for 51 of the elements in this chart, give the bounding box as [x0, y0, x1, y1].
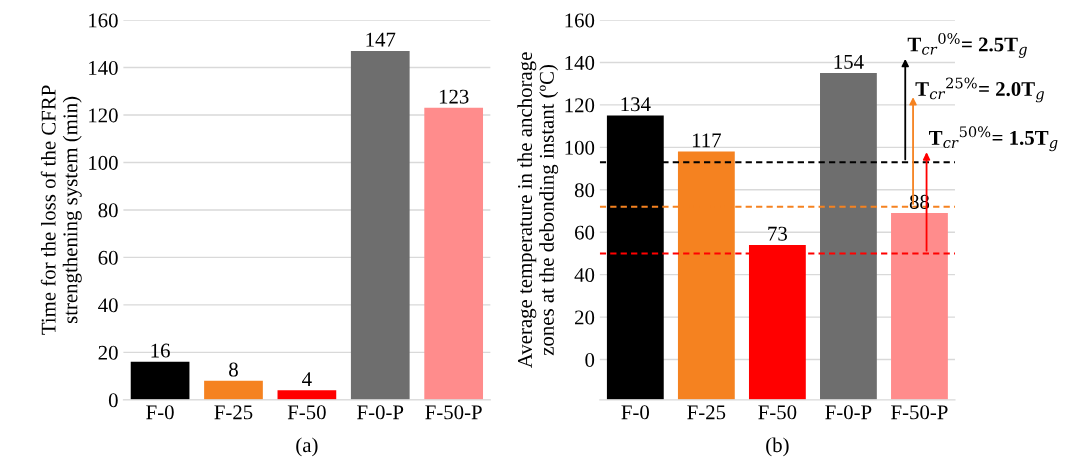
x-tick-label: F-50	[287, 405, 326, 420]
x-tick-label: F-0	[146, 405, 174, 420]
x-tick-label: F-0-P	[825, 405, 872, 420]
data-label: 147	[366, 32, 396, 47]
y-tick-label: 140	[89, 60, 118, 75]
x-axis-title: (b)	[766, 437, 789, 457]
y-tick-label: 100	[89, 155, 118, 170]
y-tick-label: 60	[575, 225, 595, 240]
x-tick-label: F-25	[687, 405, 726, 420]
y-tick-label: 100	[565, 140, 595, 155]
bar	[204, 380, 263, 400]
x-axis-title: (a)	[296, 437, 318, 457]
data-label: 16	[151, 343, 170, 358]
y-tick-label: 80	[98, 203, 118, 218]
data-label: 117	[692, 133, 721, 148]
x-tick-label: F-50	[758, 405, 797, 420]
y-tick-label: 40	[98, 298, 118, 313]
bar	[424, 107, 484, 400]
x-tick-label: F-25	[214, 405, 253, 420]
x-tick-label: F-0	[621, 405, 649, 420]
annotation: T$_{cr}$$^{0%}$= 2.5T$_{g}$	[907, 32, 1027, 58]
x-tick-label: F-50-P	[425, 405, 482, 420]
y-tick-label: 20	[98, 345, 118, 360]
y-tick-label: 60	[98, 250, 118, 265]
y-axis-title: Average temperature in the anchorage zones at the debonding instant (ºC)	[517, 52, 559, 369]
data-label: 73	[768, 226, 787, 241]
x-tick-label: F-50-P	[891, 405, 948, 420]
x-tick-label: F-0-P	[357, 405, 404, 420]
data-label: 123	[439, 89, 469, 104]
y-tick-label: 80	[574, 183, 595, 198]
bar	[891, 213, 948, 400]
y-tick-label: 160	[565, 13, 595, 28]
data-label: 4	[302, 372, 312, 386]
y-tick-label: 0	[108, 393, 118, 408]
y-tick-label: 20	[575, 310, 595, 325]
bar	[350, 50, 410, 400]
bar	[820, 73, 877, 400]
annotation: T$_{cr}$$^{25%}$= 2.0T$_{g}$	[915, 77, 1045, 103]
data-label: 8	[229, 362, 238, 377]
y-tick-label: 140	[565, 55, 595, 70]
bar	[130, 361, 190, 400]
y-tick-label: 160	[89, 13, 118, 28]
y-tick-label: 120	[89, 108, 118, 123]
y-tick-label: 40	[574, 268, 595, 283]
data-label: 134	[621, 97, 651, 112]
y-axis-title: Time for the loss of the CFRP strengthening system (min)	[40, 85, 82, 335]
data-label: 154	[834, 54, 864, 69]
bar	[277, 390, 337, 400]
y-tick-label: 0	[585, 352, 595, 367]
y-tick-label: 120	[565, 98, 595, 113]
annotation: T$_{cr}$$^{50%}$= 1.5T$_{g}$	[929, 126, 1058, 152]
